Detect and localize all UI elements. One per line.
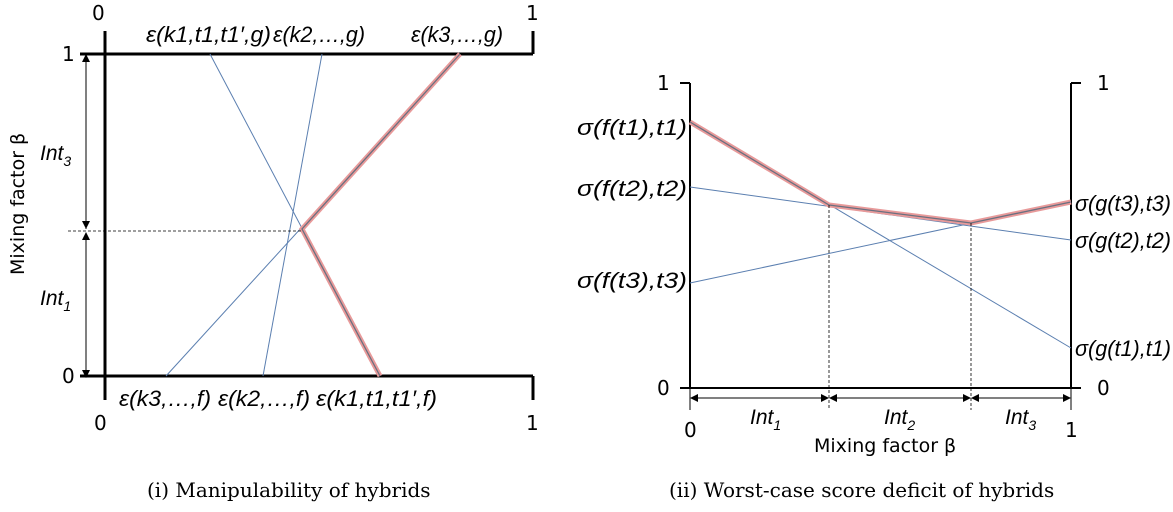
right-x-tick-0: 0	[684, 418, 697, 442]
left-top-tick-0: 0	[92, 1, 105, 25]
left-envelope-core	[301, 53, 461, 377]
left-bottom-tick-0: 0	[94, 411, 107, 435]
right-envelope-core	[689, 121, 1072, 224]
bottom-label-k3: ε(k3,…,f)	[119, 386, 211, 411]
r-int3-label: Int3	[1005, 406, 1036, 433]
left-top-tick-1: 1	[526, 1, 539, 25]
int3-arrowhead-top	[82, 54, 90, 62]
bottom-label-k2: ε(k2,…,f)	[218, 386, 310, 411]
top-label-k2: ε(k2,…,g)	[273, 22, 365, 47]
right-x-axis-title: Mixing factor β	[814, 435, 956, 457]
right-caption: (ii) Worst-case score deficit of hybrids	[669, 478, 1054, 502]
int1-arrowhead-bottom	[82, 370, 90, 378]
int1-arrowhead-top	[82, 232, 90, 240]
r-int2-label: Int2	[884, 406, 915, 433]
left-sigma-t3: σ(f(t3),t3)	[577, 268, 687, 293]
left-envelope-highlight	[298, 52, 462, 378]
r-int2-arrowhead-right	[963, 394, 971, 402]
epsilon-k2-line	[262, 53, 323, 377]
right-right-tick-1: 1	[1097, 71, 1110, 95]
right-left-tick-1: 1	[657, 71, 670, 95]
right-left-tick-0: 0	[657, 376, 670, 400]
right-panel: Int1 Int2 Int3 1 0 1 0 0 1 Mixing factor…	[577, 71, 1171, 502]
right-x-tick-1: 1	[1065, 418, 1078, 442]
left-y-tick-1: 1	[62, 42, 75, 66]
r-int3-arrowhead-left	[971, 394, 979, 402]
int3-arrowhead-bottom	[82, 221, 90, 229]
left-caption: (i) Manipulability of hybrids	[147, 478, 431, 502]
r-int1-arrowhead-right	[821, 394, 829, 402]
left-sigma-t2: σ(f(t2),t2)	[577, 176, 687, 201]
int3-label: Int3	[40, 142, 71, 169]
left-y-tick-0: 0	[62, 364, 75, 388]
r-int1-label: Int1	[750, 406, 781, 433]
r-int2-arrowhead-left	[829, 394, 837, 402]
bottom-label-k1: ε(k1,t1,t1′,f)	[316, 386, 437, 411]
right-sigma-t1: σ(g(t1),t1)	[1075, 336, 1171, 361]
right-envelope-highlight	[688, 119, 1072, 226]
left-panel: 0 1 0 1 1 0 Mixing factor β Int3 Int1 ε(…	[7, 1, 539, 502]
r-int1-arrowhead-left	[690, 394, 698, 402]
r-int3-arrowhead-right	[1063, 394, 1071, 402]
right-sigma-t2: σ(g(t2),t2)	[1075, 228, 1171, 253]
int1-label: Int1	[40, 287, 71, 314]
right-sigma-t3: σ(g(t3),t3)	[1075, 191, 1171, 216]
left-sigma-t1: σ(f(t1),t1)	[577, 115, 687, 140]
top-label-k3: ε(k3,…,g)	[411, 22, 503, 47]
left-bottom-tick-1: 1	[526, 411, 539, 435]
right-right-tick-0: 0	[1097, 376, 1110, 400]
left-y-axis-title: Mixing factor β	[7, 133, 29, 275]
top-label-k1: ε(k1,t1,t1′,g)	[146, 22, 271, 47]
